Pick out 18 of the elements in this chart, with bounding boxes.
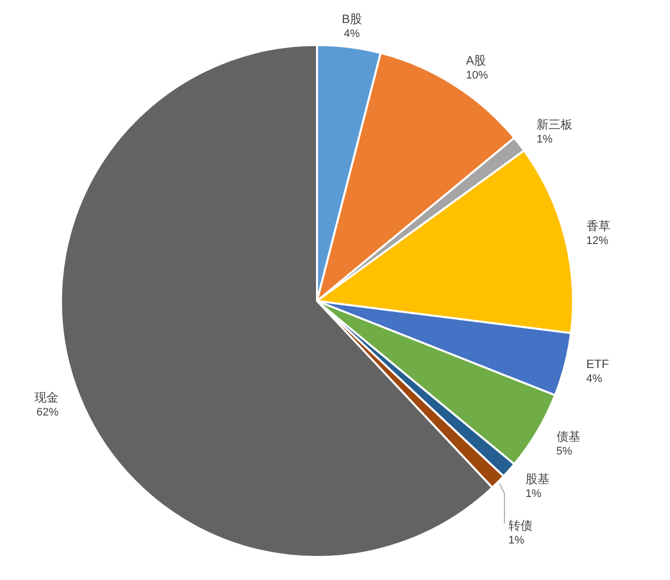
data-label: 1%	[508, 534, 525, 546]
data-label: 4%	[586, 373, 602, 386]
slice-label: 股基	[526, 472, 550, 486]
data-label: 5%	[556, 446, 572, 458]
slice-label: 转债	[508, 518, 532, 532]
data-label: 4%	[344, 28, 360, 40]
slice-label: 债基	[556, 430, 580, 444]
slice-label: ETF	[586, 357, 609, 372]
slice-label: B股	[342, 12, 362, 26]
data-label: 62%	[36, 406, 59, 418]
slice-label: 新三板	[536, 118, 573, 132]
data-label: 1%	[536, 134, 553, 146]
data-label: 12%	[586, 234, 608, 247]
slice-label: 现金	[34, 390, 59, 404]
data-label: 10%	[466, 69, 488, 82]
slice-label: A股	[466, 53, 486, 68]
data-label: 1%	[526, 488, 542, 500]
slice-label: 香草	[586, 218, 610, 233]
